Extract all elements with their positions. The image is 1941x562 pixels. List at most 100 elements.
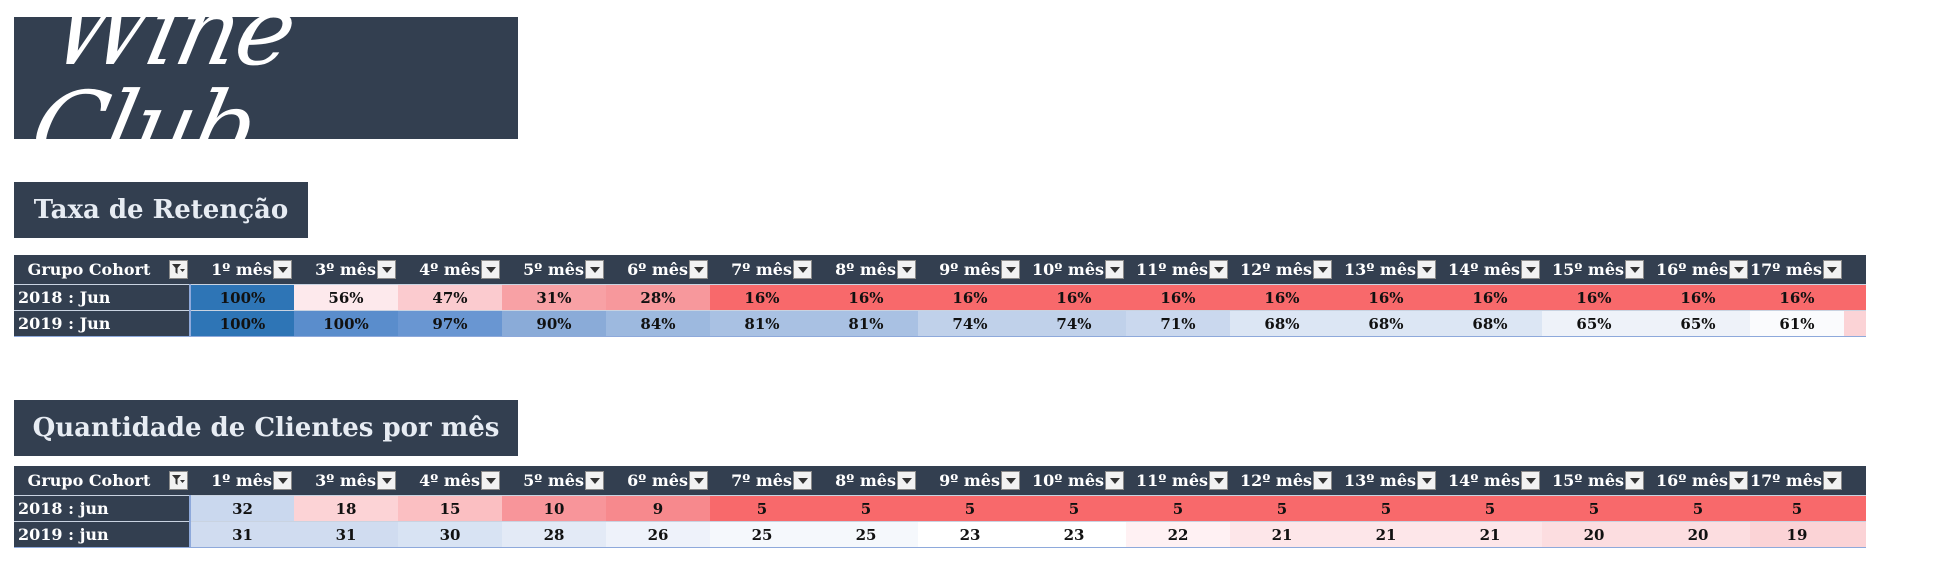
table-cell: 68% <box>1438 310 1542 337</box>
logo-text: Wine Club <box>21 17 305 139</box>
table-cell: 65% <box>1542 310 1646 337</box>
table-cell: 5 <box>918 495 1022 522</box>
column-header-label: 4º mês <box>419 471 480 490</box>
column-header-label: 10º mês <box>1032 471 1104 490</box>
table-cell: 20 <box>1542 521 1646 548</box>
dropdown-arrow-icon[interactable] <box>1521 471 1540 490</box>
dropdown-arrow-icon[interactable] <box>1822 260 1842 279</box>
table-cell: 16% <box>1126 284 1230 311</box>
table-cell: 100% <box>294 310 398 337</box>
dropdown-arrow-icon[interactable] <box>1729 471 1748 490</box>
table-cell: 22 <box>1126 521 1230 548</box>
dropdown-arrow-icon[interactable] <box>1417 260 1436 279</box>
cohort-label: 2019 : Jun <box>14 310 191 337</box>
dropdown-arrow-icon[interactable] <box>377 471 396 490</box>
column-header-label: 16º mês <box>1656 260 1728 279</box>
column-header: 11º mês <box>1126 466 1230 496</box>
dropdown-arrow-icon[interactable] <box>689 260 708 279</box>
table-cell: 5 <box>1126 495 1230 522</box>
table-cell: 5 <box>1334 495 1438 522</box>
column-header-label: 14º mês <box>1448 260 1520 279</box>
filter-active-icon[interactable] <box>169 260 188 279</box>
table-cell: 16% <box>1542 284 1646 311</box>
dropdown-arrow-icon[interactable] <box>481 471 500 490</box>
table-cell: 5 <box>1230 495 1334 522</box>
dropdown-arrow-icon[interactable] <box>1625 260 1644 279</box>
dropdown-arrow-icon[interactable] <box>1729 260 1748 279</box>
dropdown-arrow-icon[interactable] <box>1209 260 1228 279</box>
column-header-label: 11º mês <box>1136 471 1208 490</box>
table-cell: 68% <box>1230 310 1334 337</box>
column-header: 15º mês <box>1542 466 1646 496</box>
column-header-label: 1º mês <box>211 471 272 490</box>
dropdown-arrow-icon[interactable] <box>1521 260 1540 279</box>
dropdown-arrow-icon[interactable] <box>1822 471 1842 490</box>
table-cell: 5 <box>1646 495 1750 522</box>
table-cell: 10 <box>502 495 606 522</box>
column-header-label: 6º mês <box>627 260 688 279</box>
column-header-label: 9º mês <box>939 260 1000 279</box>
table-row: 2018 : Jun 100% 56% 47% 31% 28% 16% 16% 16% 16% 16… <box>14 284 1866 311</box>
retention-table: Grupo Cohort 1º mês 3º mês 4º mês 5º mês 6º m… <box>14 255 1866 337</box>
table-cell: 5 <box>1022 495 1126 522</box>
column-header: 11º mês <box>1126 255 1230 285</box>
table-cell: 16% <box>1646 284 1750 311</box>
column-header-label: 7º mês <box>731 260 792 279</box>
column-header: 14º mês <box>1438 255 1542 285</box>
dropdown-arrow-icon[interactable] <box>1209 471 1228 490</box>
table-row: 2019 : Jun 100% 100% 97% 90% 84% 81% 81% 74% 74% 7… <box>14 310 1866 337</box>
column-header: 17º mês <box>1750 255 1844 285</box>
column-header: 16º mês <box>1646 255 1750 285</box>
dropdown-arrow-icon[interactable] <box>1105 260 1124 279</box>
dropdown-arrow-icon[interactable] <box>1417 471 1436 490</box>
table-cell: 16% <box>814 284 918 311</box>
dropdown-arrow-icon[interactable] <box>273 260 292 279</box>
column-header: 9º mês <box>918 466 1022 496</box>
table-cell: 74% <box>918 310 1022 337</box>
table-cell: 19 <box>1750 521 1844 548</box>
filter-active-icon[interactable] <box>169 471 188 490</box>
column-header-label: 5º mês <box>523 260 584 279</box>
dropdown-arrow-icon[interactable] <box>1001 260 1020 279</box>
dropdown-arrow-icon[interactable] <box>793 260 812 279</box>
dropdown-arrow-icon[interactable] <box>897 260 916 279</box>
dropdown-arrow-icon[interactable] <box>273 471 292 490</box>
table-cell: 97% <box>398 310 502 337</box>
column-header: 8º mês <box>814 466 918 496</box>
table-cell: 28% <box>606 284 710 311</box>
table-cell: 28 <box>502 521 606 548</box>
retention-section-title: Taxa de Retenção <box>14 182 308 238</box>
table-cell: 68% <box>1334 310 1438 337</box>
dropdown-arrow-icon[interactable] <box>793 471 812 490</box>
table-cell: 16% <box>710 284 814 311</box>
table-cell: 23 <box>918 521 1022 548</box>
dropdown-arrow-icon[interactable] <box>481 260 500 279</box>
dropdown-arrow-icon[interactable] <box>1313 471 1332 490</box>
table-cell: 32 <box>190 495 294 522</box>
table-cell: 30 <box>398 521 502 548</box>
dropdown-arrow-icon[interactable] <box>585 471 604 490</box>
column-header-label: 13º mês <box>1344 260 1416 279</box>
dropdown-arrow-icon[interactable] <box>1001 471 1020 490</box>
dropdown-arrow-icon[interactable] <box>585 260 604 279</box>
column-header: 10º mês <box>1022 255 1126 285</box>
column-header-label: 13º mês <box>1344 471 1416 490</box>
dropdown-arrow-icon[interactable] <box>897 471 916 490</box>
column-header-label: 1º mês <box>211 260 272 279</box>
cohort-label: 2018 : Jun <box>14 284 191 311</box>
column-header: 12º mês <box>1230 466 1334 496</box>
dropdown-arrow-icon[interactable] <box>1625 471 1644 490</box>
table-cell: 90% <box>502 310 606 337</box>
column-header: 14º mês <box>1438 466 1542 496</box>
table-cell: 5 <box>1750 495 1844 522</box>
table-cell: 84% <box>606 310 710 337</box>
dropdown-arrow-icon[interactable] <box>377 260 396 279</box>
dropdown-arrow-icon[interactable] <box>689 471 708 490</box>
column-header: 1º mês <box>190 466 294 496</box>
table-cell: 16% <box>1438 284 1542 311</box>
dropdown-arrow-icon[interactable] <box>1313 260 1332 279</box>
table-cell: 5 <box>814 495 918 522</box>
table-row: 2018 : jun 32 18 15 10 9 5 5 5 5 5 5 5 5 5 5 5 <box>14 495 1866 522</box>
column-header: 10º mês <box>1022 466 1126 496</box>
dropdown-arrow-icon[interactable] <box>1105 471 1124 490</box>
